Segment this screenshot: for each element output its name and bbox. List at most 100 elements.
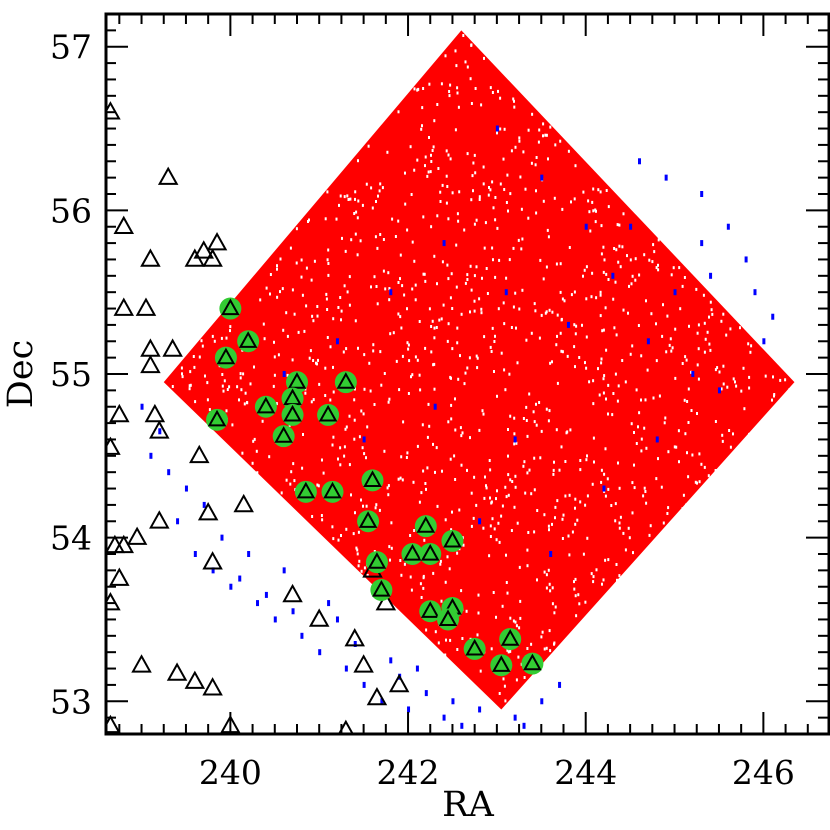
footprint-speck	[553, 642, 555, 646]
footprint-speck	[642, 494, 645, 498]
footprint-speck	[605, 189, 608, 192]
blue-point	[167, 469, 171, 476]
footprint-speck	[436, 504, 439, 508]
footprint-speck	[579, 459, 582, 462]
footprint-speck	[574, 497, 577, 501]
triangle-marker	[162, 338, 183, 357]
footprint-speck	[655, 266, 658, 270]
footprint-speck	[569, 428, 572, 432]
footprint-speck	[607, 383, 610, 387]
footprint-speck	[595, 568, 598, 572]
footprint-speck	[588, 210, 591, 214]
footprint-speck	[356, 216, 359, 220]
footprint-speck	[329, 398, 332, 402]
footprint-speck	[301, 466, 304, 470]
footprint-speck	[499, 127, 502, 131]
footprint-speck	[411, 287, 414, 291]
x-tick-label: 244	[554, 753, 617, 792]
footprint-speck	[339, 446, 342, 450]
footprint-speck	[547, 235, 550, 239]
footprint-speck	[549, 649, 552, 653]
footprint-speck	[616, 399, 619, 403]
footprint-speck	[473, 309, 476, 313]
footprint-speck	[621, 359, 624, 362]
footprint-speck	[555, 262, 558, 266]
footprint-speck	[397, 219, 400, 223]
footprint-speck	[714, 420, 717, 423]
footprint-speck	[474, 171, 477, 175]
footprint-speck	[568, 553, 571, 557]
footprint-speck	[388, 287, 391, 291]
footprint-speck	[457, 219, 460, 223]
footprint-speck	[527, 531, 530, 534]
footprint-speck	[332, 537, 335, 541]
footprint-speck	[548, 308, 551, 312]
footprint-speck	[242, 372, 245, 376]
footprint-speck	[490, 500, 493, 504]
footprint-speck	[340, 534, 342, 537]
footprint-speck	[226, 388, 229, 391]
footprint-speck	[378, 189, 381, 193]
blue-point	[407, 706, 411, 713]
footprint-speck	[570, 200, 572, 204]
footprint-speck	[450, 403, 453, 407]
footprint-speck	[690, 409, 693, 412]
footprint-speck	[543, 647, 546, 651]
footprint-speck	[600, 224, 603, 228]
footprint-speck	[514, 145, 517, 149]
footprint-speck	[645, 446, 648, 450]
footprint-speck	[473, 299, 476, 303]
footprint-speck	[439, 559, 442, 563]
footprint-speck	[748, 432, 751, 436]
footprint-speck	[503, 322, 506, 326]
footprint-speck	[451, 191, 454, 195]
footprint-speck	[545, 573, 548, 577]
footprint-speck	[461, 637, 464, 640]
footprint-speck	[496, 226, 499, 230]
blue-point	[300, 632, 304, 639]
footprint-speck	[534, 309, 537, 313]
footprint-speck	[295, 227, 298, 231]
footprint-speck	[574, 506, 576, 510]
footprint-speck	[743, 407, 746, 411]
footprint-speck	[449, 457, 452, 461]
footprint-speck	[556, 499, 559, 503]
footprint-speck	[678, 266, 681, 270]
footprint-speck	[750, 344, 753, 348]
footprint-speck	[687, 387, 690, 391]
footprint-speck	[538, 336, 541, 340]
footprint-speck	[729, 327, 732, 331]
footprint-speck	[495, 538, 498, 542]
footprint-speck	[604, 558, 607, 562]
footprint-speck	[387, 484, 390, 488]
footprint-speck	[416, 444, 419, 448]
triangle-marker	[149, 510, 170, 529]
footprint-speck	[348, 414, 351, 418]
footprint-speck	[473, 274, 476, 278]
footprint-speck	[549, 361, 552, 365]
footprint-speck	[477, 593, 480, 597]
footprint-speck	[223, 379, 226, 383]
footprint-speck	[574, 577, 577, 581]
footprint-speck	[511, 480, 514, 483]
footprint-speck	[747, 342, 750, 346]
footprint-speck	[586, 536, 589, 540]
footprint-speck	[425, 628, 428, 632]
footprint-speck	[512, 305, 515, 309]
footprint-speck	[395, 359, 398, 363]
footprint-speck	[419, 388, 422, 392]
footprint-speck	[634, 257, 637, 261]
green-circle-triangle	[287, 372, 307, 389]
footprint-speck	[519, 616, 522, 620]
footprint-speck	[416, 358, 419, 362]
footprint-speck	[670, 273, 673, 277]
blue-point	[318, 649, 322, 656]
blue-point	[629, 223, 633, 230]
footprint-speck	[604, 306, 607, 310]
footprint-speck	[504, 699, 507, 703]
footprint-speck	[473, 153, 476, 157]
footprint-speck	[742, 366, 745, 370]
footprint-speck	[748, 386, 751, 390]
footprint-speck	[354, 190, 357, 194]
footprint-speck	[584, 503, 587, 507]
